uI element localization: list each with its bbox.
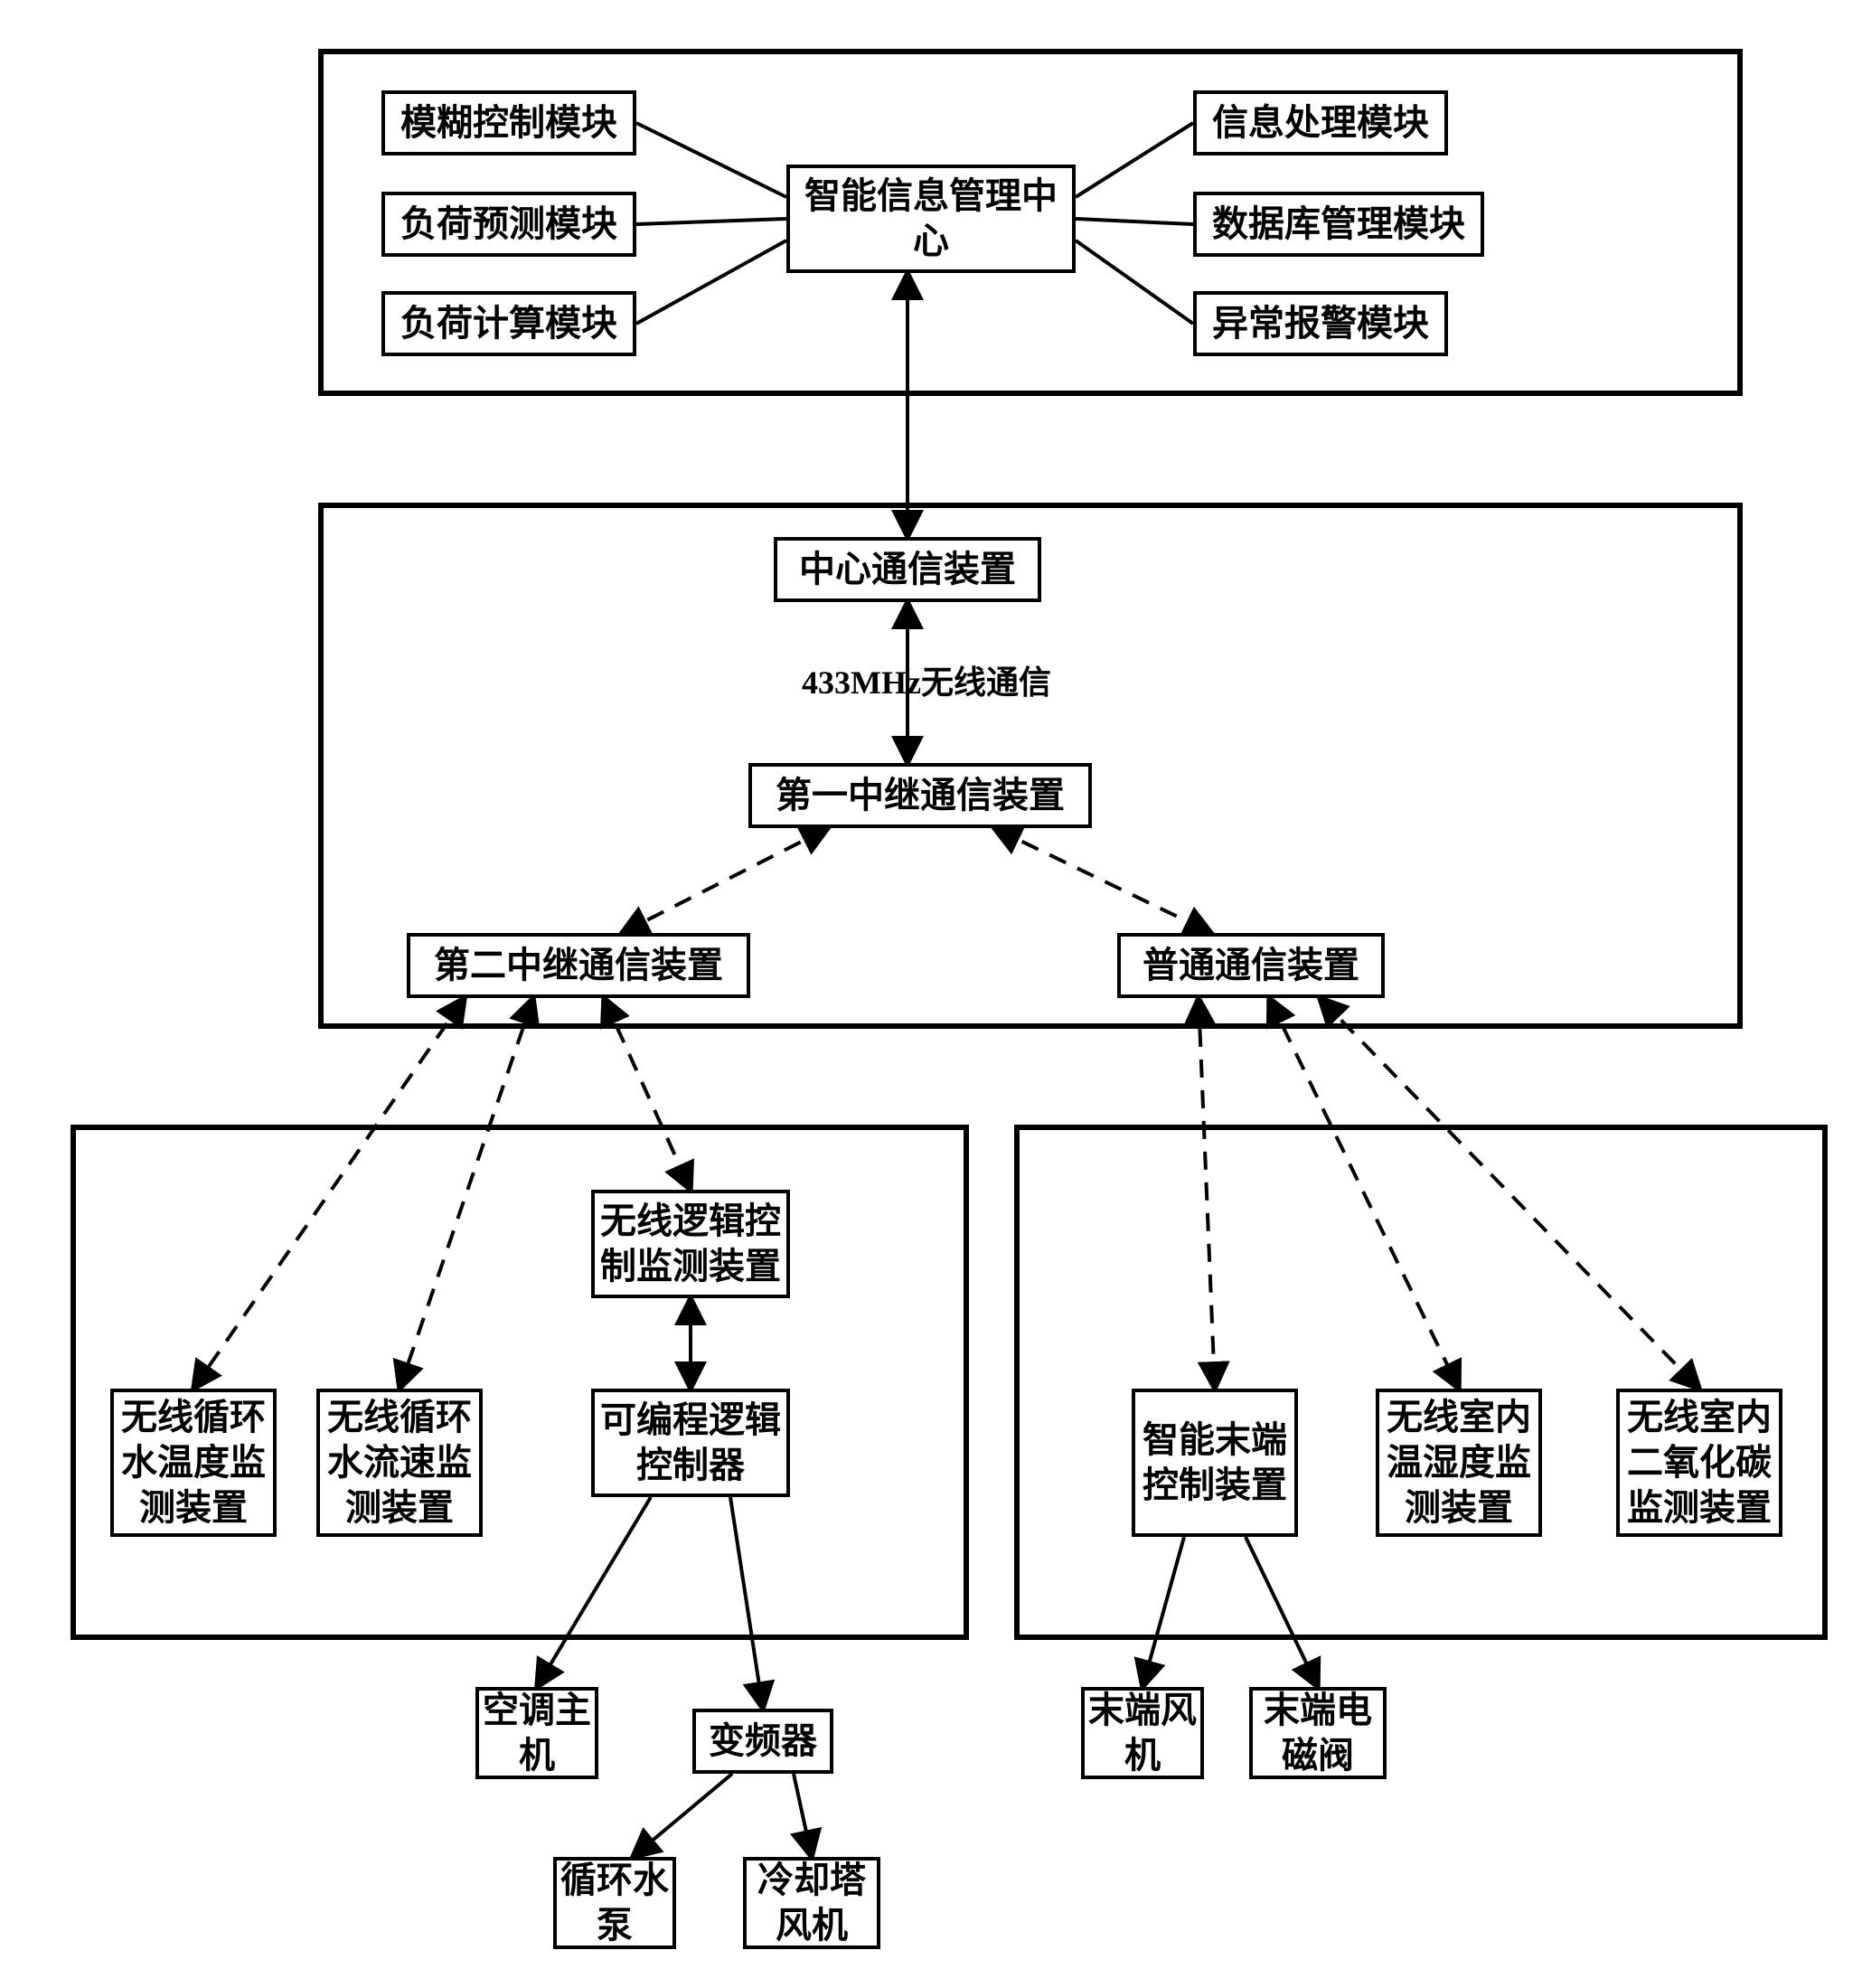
node-n_relay2: 第二中继通信装置 xyxy=(407,933,750,998)
node-n_wtemp: 无线循环水温度监测装置 xyxy=(110,1389,277,1537)
node-n_comm: 普通通信装置 xyxy=(1117,933,1385,998)
node-n_alarm: 异常报警模块 xyxy=(1193,291,1448,356)
node-n_pump: 循环水泵 xyxy=(553,1857,676,1949)
node-n_tower: 冷却塔风机 xyxy=(743,1857,880,1949)
edge-n_vfd-n_tower xyxy=(794,1774,812,1857)
node-n_valve: 末端电磁阀 xyxy=(1249,1687,1387,1779)
node-n_rhum: 无线室内温湿度监测装置 xyxy=(1376,1389,1542,1537)
node-n_term: 智能末端控制装置 xyxy=(1132,1389,1298,1537)
label-l_433: 433MHz无线通信 xyxy=(777,656,1076,703)
edge-n_vfd-n_pump xyxy=(633,1774,732,1857)
node-n_co2: 无线室内二氧化碳监测装置 xyxy=(1616,1389,1782,1537)
diagram-canvas: 智能信息管理中心 模糊控制模块负荷预测模块负荷计算模块 信息处理模块数据库管理模块异… xyxy=(0,0,1862,1988)
node-n_loadp: 负荷预测模块 xyxy=(381,192,636,257)
node-n_acmain: 空调主机 xyxy=(475,1687,598,1779)
node-n_plc: 可编程逻辑控制器 xyxy=(591,1389,790,1497)
node-n_wflow: 无线循环水流速监测装置 xyxy=(316,1389,483,1537)
container-c4 xyxy=(1014,1125,1828,1640)
node-n_fuzzy: 模糊控制模块 xyxy=(381,90,636,155)
node-n_wlogic: 无线逻辑控制监测装置 xyxy=(591,1190,790,1298)
node-n_ccomm: 中心通信装置 xyxy=(774,537,1041,602)
node-n_vfd: 变频器 xyxy=(692,1709,833,1774)
node-n_infop: 信息处理模块 xyxy=(1193,90,1448,155)
node-n_fan: 末端风机 xyxy=(1081,1687,1204,1779)
node-n_db: 数据库管理模块 xyxy=(1193,192,1484,257)
node-n_relay1: 第一中继通信装置 xyxy=(748,763,1092,828)
node-n_loadc: 负荷计算模块 xyxy=(381,291,636,356)
container-c3 xyxy=(71,1125,969,1640)
node-n_center: 智能信息管理中心 xyxy=(786,165,1076,273)
